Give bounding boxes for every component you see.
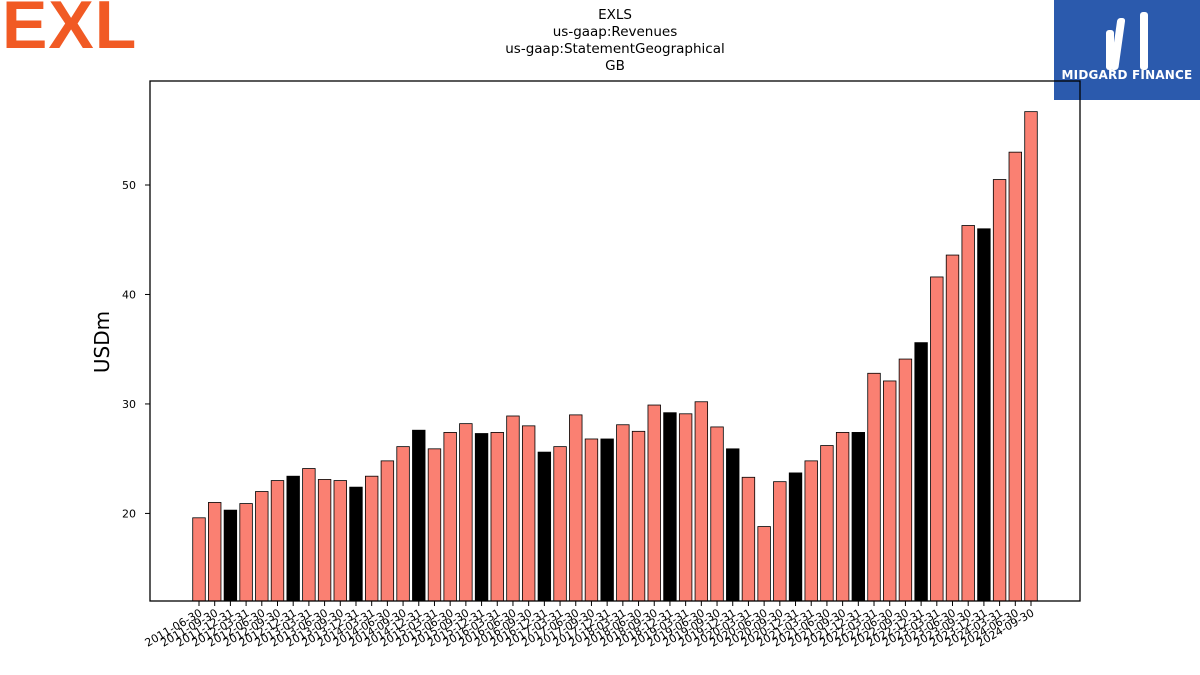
bar-2023-09-30 (961, 225, 975, 602)
y-tick-label: 50 (122, 179, 136, 192)
bar-2012-06-30 (255, 491, 269, 602)
bar-2015-03-31 (427, 448, 442, 602)
bar-2011-06-30 (192, 517, 206, 602)
bar-2021-12-31 (851, 432, 865, 602)
bar-2023-03-31 (930, 276, 944, 602)
bar-2012-03-31 (239, 503, 253, 602)
chart-title: EXLS us-gaap:Revenues us-gaap:StatementG… (465, 7, 765, 75)
bar-2021-03-31 (804, 460, 818, 602)
y-axis-label: USDm (90, 311, 114, 373)
bar-2022-03-31 (867, 372, 881, 602)
bar-2014-09-30 (396, 446, 410, 602)
y-tick-label: 40 (122, 288, 136, 301)
bar-2017-03-31 (553, 446, 567, 602)
bar-2015-09-30 (459, 423, 473, 602)
bar-2016-12-31 (537, 451, 552, 602)
bar-2017-09-30 (584, 438, 599, 602)
exl-logo-text: EXL (2, 0, 138, 63)
bar-2017-06-30 (569, 414, 583, 602)
bar-2012-12-31 (286, 475, 300, 602)
y-tick-label: 20 (122, 507, 136, 520)
midgard-finance-logo: MIDGARD FINANCE (1054, 0, 1200, 100)
chart-title-line-2: us-gaap:Revenues (552, 24, 678, 40)
bar-2019-06-30 (694, 401, 709, 602)
bar-2024-06-30 (1008, 151, 1022, 602)
bar-2022-09-30 (898, 358, 913, 602)
y-tick-label: 30 (122, 398, 136, 411)
bar-2024-09-30 (1024, 111, 1038, 602)
bar-2013-12-31 (349, 486, 363, 602)
bar-2019-03-31 (678, 413, 693, 602)
bar-2014-03-31 (364, 475, 379, 602)
y-axis-ticks: 20 30 40 50 (122, 179, 150, 520)
bar-2020-09-30 (773, 481, 787, 602)
exl-logo: EXL (2, 0, 137, 64)
chart-title-line-1: EXLS (598, 7, 632, 23)
bar-2023-06-30 (945, 254, 960, 602)
bar-2014-12-31 (412, 429, 426, 602)
bar-2011-09-30 (208, 502, 222, 602)
x-axis-ticks: 2011-06-302011-09-302011-12-312012-03-31… (143, 601, 1037, 650)
bar-2015-06-30 (443, 432, 457, 602)
bar-2013-09-30 (333, 480, 347, 602)
bar-2014-06-30 (380, 460, 395, 602)
bars-group (192, 111, 1038, 602)
plot-frame (149, 80, 1081, 602)
bar-2024-03-31 (992, 179, 1007, 602)
bar-2018-12-31 (663, 412, 677, 602)
bar-2016-09-30 (521, 425, 536, 602)
bar-2016-03-31 (490, 432, 504, 602)
bar-2019-09-30 (710, 426, 724, 602)
bar-2022-12-31 (914, 342, 928, 602)
bar-2020-06-30 (757, 526, 771, 602)
bar-2023-12-31 (977, 228, 991, 602)
bar-2013-06-30 (317, 479, 332, 602)
bar-2021-09-30 (835, 432, 850, 602)
bar-2019-12-31 (726, 448, 740, 602)
bar-2017-12-31 (600, 438, 614, 602)
bar-2011-12-31 (223, 509, 238, 602)
bar-2021-06-30 (820, 445, 834, 602)
midgard-finance-text: MIDGARD FINANCE (1061, 68, 1193, 82)
bar-2022-06-30 (883, 380, 897, 602)
midgard-mark-icon (1106, 12, 1148, 70)
chart-title-line-4: GB (605, 58, 625, 74)
bar-2016-06-30 (506, 415, 520, 602)
bar-2020-03-31 (741, 476, 756, 602)
bar-2018-09-30 (647, 404, 661, 602)
midgard-finance-logo-bg (1054, 0, 1200, 100)
bar-2012-09-30 (270, 480, 285, 602)
bar-2018-03-31 (616, 424, 630, 602)
bar-2020-12-31 (788, 472, 803, 602)
chart-title-line-3: us-gaap:StatementGeographical (505, 41, 725, 57)
bar-2018-06-30 (631, 430, 646, 602)
bar-2013-03-31 (302, 468, 316, 602)
bar-2015-12-31 (474, 433, 489, 602)
